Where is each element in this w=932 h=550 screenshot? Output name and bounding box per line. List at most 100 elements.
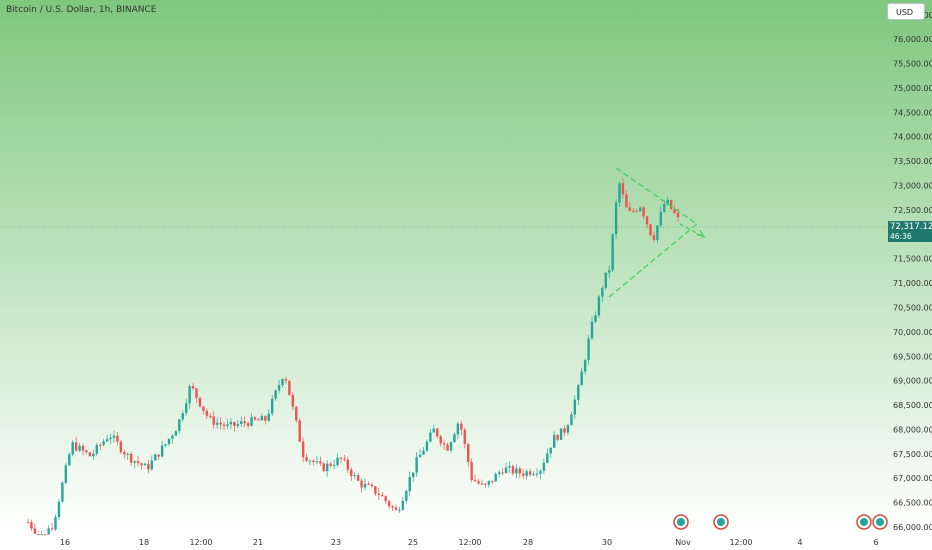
candle-body [253, 417, 257, 420]
price-tick-label: 69,000.00 [893, 377, 932, 386]
currency-button[interactable]: USD [887, 3, 925, 20]
earnings-icon[interactable] [713, 514, 729, 530]
candle-body [370, 484, 374, 487]
candle-body [642, 207, 645, 217]
time-tick-label: 25 [408, 538, 418, 547]
last-price-tag: 72,317.12 46:36 [888, 221, 932, 242]
candle-body [195, 388, 198, 398]
candle-body [611, 234, 614, 271]
candle-body [64, 465, 68, 483]
earnings-icon[interactable] [673, 514, 689, 530]
candle-body [425, 441, 429, 451]
candle-body [632, 210, 635, 212]
candle-body [336, 457, 339, 466]
candle-body [123, 452, 126, 455]
candle-body [233, 421, 236, 426]
candle-body [645, 216, 649, 225]
candle-body [401, 500, 405, 510]
candle-body [487, 480, 491, 485]
chart-background [0, 0, 932, 532]
triangle-lower-line[interactable] [608, 223, 698, 298]
candle-body [26, 522, 30, 524]
candle-body [566, 425, 570, 433]
candle-body [411, 472, 415, 478]
candle-body [315, 461, 319, 463]
candle-body [136, 461, 140, 464]
candle-body [226, 424, 229, 427]
time-tick-label: 18 [139, 538, 149, 547]
candle-body [573, 399, 577, 415]
candle-body [391, 506, 394, 508]
candle-body [105, 439, 109, 442]
candle-body [360, 480, 363, 488]
candle-body [274, 390, 277, 399]
candle-body [92, 453, 95, 457]
price-tick-label: 69,500.00 [893, 352, 932, 361]
price-tick-label: 67,000.00 [893, 474, 932, 483]
candle-body [178, 419, 181, 432]
time-tick-label: 12:00 [458, 538, 481, 547]
candle-body [525, 471, 528, 476]
candle-body [608, 270, 611, 273]
candle-body [638, 207, 642, 212]
time-tick-label: 12:00 [729, 538, 752, 547]
candle-body [363, 483, 367, 488]
candle-body [656, 225, 659, 240]
price-tick-label: 68,000.00 [893, 425, 932, 434]
candle-body [143, 463, 147, 466]
candle-body [57, 501, 61, 518]
candle-body [68, 454, 71, 466]
candle-body [154, 454, 157, 461]
candle-body [477, 481, 480, 484]
candle-body [30, 522, 33, 529]
candle-body [659, 211, 663, 226]
earnings-icon[interactable] [872, 514, 888, 530]
price-tick-label: 68,500.00 [893, 401, 932, 410]
candle-body [528, 471, 532, 475]
candle-body [267, 413, 270, 421]
candle-body [353, 475, 356, 477]
price-tick-label: 72,500.00 [893, 206, 932, 215]
candle-body [270, 398, 274, 414]
price-axis[interactable]: 66,000.00 66,500.00 67,000.00 67,500.00 68,0… [893, 11, 932, 532]
time-tick-label: 4 [797, 538, 802, 547]
candle-body [160, 445, 164, 457]
candle-body [95, 444, 98, 454]
candle-body [74, 442, 78, 451]
candle-body [515, 468, 518, 474]
price-tick-label: 67,500.00 [893, 450, 932, 459]
candle-body [298, 420, 301, 442]
candle-body [37, 533, 40, 535]
candle-body [133, 461, 136, 463]
candle-body [40, 534, 43, 536]
candle-body [429, 432, 432, 442]
candle-body [119, 441, 123, 453]
candle-body [61, 482, 64, 502]
breakout-arrow[interactable] [679, 223, 705, 238]
price-tick-label: 71,000.00 [893, 279, 932, 288]
candle-body [215, 422, 219, 425]
time-tick-label: 28 [523, 538, 533, 547]
earnings-icon[interactable] [856, 514, 872, 530]
candle-body [308, 460, 312, 462]
candle-timer: 46:36 [890, 232, 912, 241]
candle-body [202, 406, 205, 411]
candle-body [339, 457, 343, 459]
candle-body [470, 461, 473, 480]
time-axis[interactable]: 16 18 12:00 21 23 25 12:00 28 30 Nov 12:00 4 6 [60, 538, 879, 547]
candle-body [415, 457, 418, 473]
candle-body [257, 419, 260, 421]
candle-body [374, 486, 377, 494]
price-tick-label: 66,500.00 [893, 499, 932, 508]
candle-body [542, 462, 546, 471]
candle-body [291, 395, 295, 407]
arrow-head [695, 229, 706, 239]
triangle-pattern[interactable] [608, 167, 706, 298]
candle-body [501, 472, 504, 474]
price-tick-label: 70,500.00 [893, 303, 932, 312]
candle-body [250, 417, 253, 426]
triangle-upper-line[interactable] [615, 167, 698, 225]
candle-body [663, 204, 666, 212]
price-tick-label: 76,000.00 [893, 35, 932, 44]
